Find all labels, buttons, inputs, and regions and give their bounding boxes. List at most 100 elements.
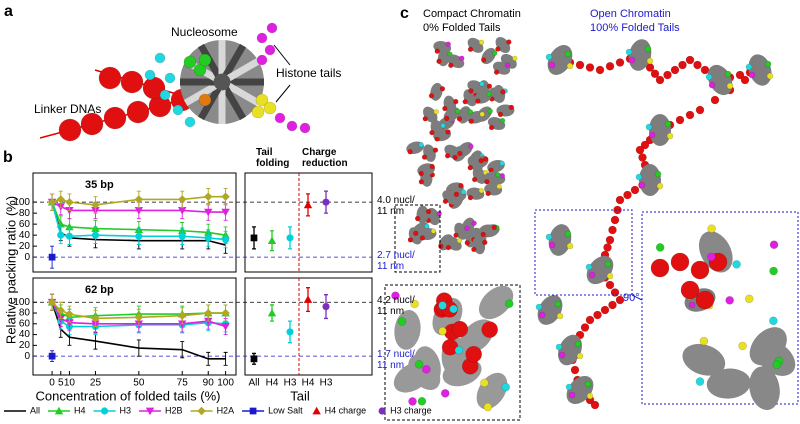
marker [221, 208, 230, 217]
group-label: Tail folding [256, 147, 290, 169]
bead [299, 122, 311, 134]
bead [700, 65, 710, 75]
bead [695, 105, 705, 115]
bead [471, 176, 478, 183]
chart-title: 62 bp [85, 284, 114, 296]
bead [710, 95, 720, 105]
plot-frame [32, 277, 237, 376]
bead [670, 252, 690, 272]
bead [580, 323, 590, 332]
bead [255, 93, 269, 107]
y-tick-label: 80 [19, 208, 31, 219]
bead [545, 53, 553, 61]
bead [675, 115, 685, 125]
marker [56, 306, 65, 315]
bead [422, 365, 431, 374]
bead [663, 70, 672, 80]
bead [418, 179, 425, 185]
nucleosome [393, 362, 431, 393]
marker [65, 197, 74, 207]
bead [419, 235, 426, 241]
bead [263, 101, 277, 115]
connector [631, 294, 643, 301]
bead [484, 179, 490, 185]
bead [465, 345, 482, 363]
bead [391, 291, 400, 301]
x-tick-label: 90 [203, 378, 215, 389]
bead [499, 160, 505, 166]
bead [286, 120, 298, 132]
nucleosome [628, 39, 652, 71]
bead [604, 260, 612, 268]
bead [418, 170, 424, 177]
legend-label: Low Salt [268, 405, 303, 415]
bead [497, 111, 504, 118]
x-tick-label: 5 [58, 378, 64, 389]
y-axis-label: Relative packing ratio (%) [3, 196, 18, 344]
marker [91, 314, 100, 323]
bead [558, 351, 566, 359]
bead [172, 104, 184, 116]
x-tick-label: 25 [90, 378, 102, 389]
bead [590, 400, 600, 410]
bead [600, 305, 610, 315]
bead [462, 99, 468, 105]
inset-box [384, 284, 521, 421]
marker [56, 195, 65, 204]
bead [407, 149, 413, 155]
y-tick-label: 60 [19, 318, 31, 329]
annotation: 4.0 nucl/ 11 nm [377, 195, 415, 218]
marker [54, 406, 64, 415]
chart-title: 35 bp [85, 179, 114, 191]
bead [445, 129, 451, 135]
marker [303, 295, 313, 303]
bead [585, 63, 595, 72]
bead [413, 230, 419, 236]
bead [467, 194, 474, 201]
legend-label: H2A [217, 405, 235, 415]
x-axis-label: Tail [290, 388, 310, 403]
bead [264, 44, 276, 56]
marker [91, 231, 100, 239]
x-tick-label: H3 [320, 378, 333, 389]
bead [444, 153, 451, 159]
bead [479, 111, 485, 117]
error-bar [206, 351, 211, 366]
bead [464, 240, 470, 246]
marker [65, 319, 74, 327]
bead [695, 290, 715, 310]
bead [705, 73, 713, 81]
bead [479, 81, 485, 87]
bead [735, 70, 745, 80]
bead [486, 91, 492, 97]
x-tick-label: All [248, 378, 259, 389]
bead [566, 62, 574, 70]
bead [499, 173, 506, 179]
bead [491, 50, 498, 56]
x-tick-label: 50 [133, 378, 145, 389]
nucleosome [406, 141, 424, 155]
marker [204, 234, 212, 242]
bead [732, 260, 741, 269]
bead [769, 266, 778, 276]
bead [585, 315, 595, 325]
bead [481, 321, 498, 338]
marker [267, 308, 277, 317]
histone-tails-label: Histone tails [276, 66, 341, 80]
bead [708, 81, 716, 89]
panel-label: a [4, 3, 13, 20]
marker [57, 231, 65, 239]
bead [535, 303, 543, 311]
annotation: 2.7 nucl/ 11 nm [377, 250, 415, 273]
marker [145, 407, 155, 416]
bead [648, 131, 656, 139]
marker [204, 192, 213, 201]
error-bar [136, 339, 141, 357]
bead [656, 182, 664, 190]
open-title: Open Chromatin [590, 8, 671, 20]
bead [615, 58, 625, 67]
bead [645, 123, 653, 131]
bead [699, 336, 709, 346]
inset-box [534, 209, 633, 296]
